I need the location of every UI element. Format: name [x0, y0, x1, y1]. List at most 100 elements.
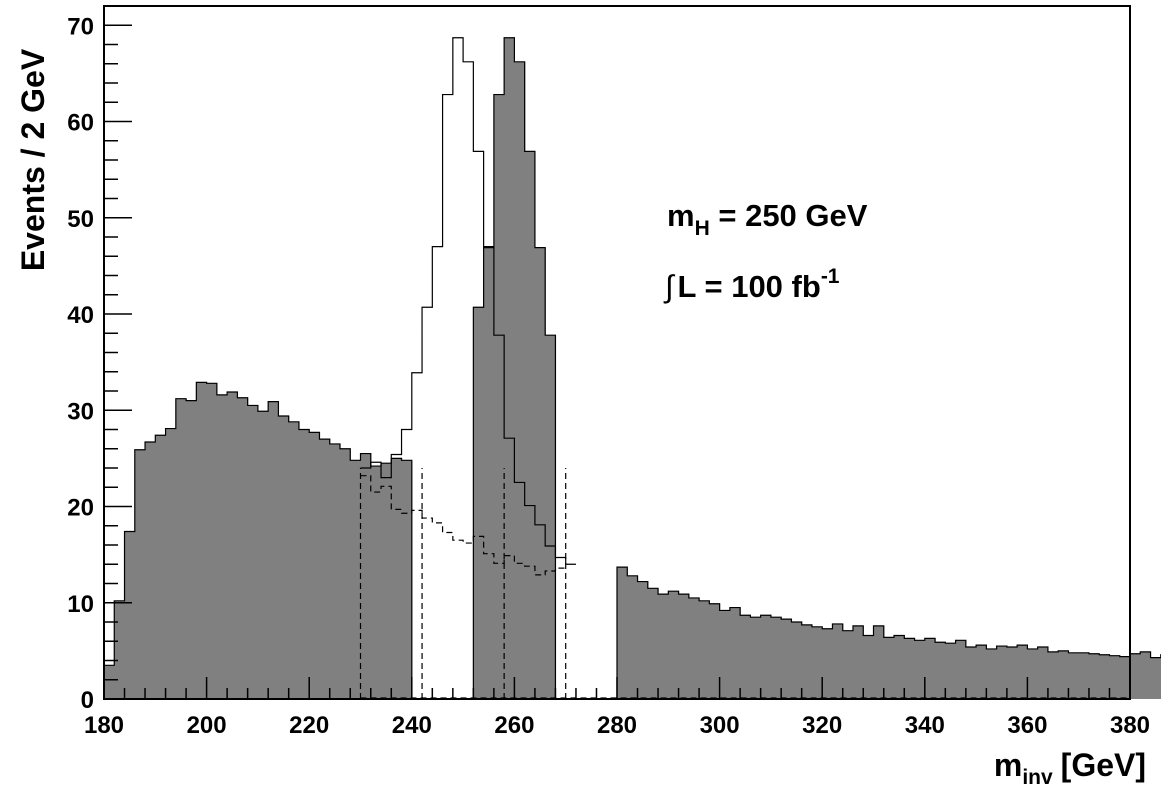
histogram-bin: [545, 335, 557, 699]
histogram-bin: [863, 635, 875, 699]
histogram-bin: [811, 626, 823, 699]
x-axis-title: minv [GeV]: [994, 747, 1146, 785]
histogram-layer: [103, 37, 1161, 700]
y-tick-label: 40: [67, 302, 94, 329]
histogram-bin: [1027, 648, 1039, 699]
histogram-bin: [227, 391, 238, 699]
histogram-bin: [288, 421, 300, 699]
histogram-bin: [381, 463, 392, 699]
histogram-bin: [627, 575, 639, 699]
histogram-bin: [1047, 651, 1059, 699]
histogram-bin: [309, 432, 321, 699]
histogram-bin: [114, 600, 126, 699]
histogram-bin: [1150, 657, 1161, 699]
histogram-bin: [1119, 656, 1131, 699]
histogram-bin: [350, 460, 362, 699]
histogram-bin: [1140, 651, 1152, 699]
histogram-bin: [740, 615, 751, 699]
histogram-bin: [237, 397, 249, 699]
histogram-bin: [483, 246, 495, 699]
histogram-bin: [822, 628, 834, 699]
histogram-bin: [1068, 652, 1080, 699]
histogram-bin: [842, 630, 854, 699]
histogram-bin: [247, 405, 259, 699]
histogram-bin: [257, 411, 269, 699]
signal-plus-background-line: [360, 37, 576, 565]
y-tick-label: 30: [67, 398, 94, 425]
histogram-bin: [391, 458, 403, 699]
x-tick-label: 300: [700, 712, 740, 739]
histogram-bin: [145, 442, 156, 699]
histogram-bin: [924, 638, 936, 699]
histogram-bin: [134, 449, 146, 699]
histogram-bin: [534, 247, 546, 699]
histogram-bin: [637, 581, 649, 699]
histogram-bin: [216, 394, 228, 699]
histogram-bin: [401, 460, 413, 699]
histogram-bin: [278, 416, 290, 699]
histogram-bin: [791, 622, 803, 699]
histogram-bin: [175, 398, 187, 699]
histogram-bin: [196, 382, 208, 699]
x-tick-label: 320: [802, 712, 842, 739]
histogram-bin: [339, 448, 351, 699]
histogram-bin: [104, 665, 115, 699]
histogram-bin: [729, 607, 741, 699]
histogram-bin: [647, 588, 659, 699]
y-tick-label: 50: [67, 206, 94, 233]
histogram-bin: [986, 648, 998, 699]
histogram-bin: [873, 625, 885, 699]
x-tick-label: 280: [597, 712, 637, 739]
histogram-bin: [719, 610, 731, 699]
histogram-bin: [165, 428, 177, 699]
histogram-bin: [298, 429, 310, 699]
histogram-bin: [524, 151, 536, 699]
y-tick-label: 10: [67, 591, 94, 618]
histogram-bin: [504, 37, 515, 699]
histogram-bin: [955, 640, 967, 699]
y-tick-label: 60: [67, 110, 94, 137]
histogram-bin: [1078, 652, 1090, 699]
luminosity-annotation: ∫ L = 100 fb-1: [663, 265, 840, 304]
histogram-bin: [668, 591, 680, 699]
histogram-bin: [493, 94, 505, 700]
histogram-bin: [514, 61, 526, 699]
histogram-bin: [832, 623, 844, 699]
histogram-bin: [1006, 647, 1018, 699]
histogram-bin: [1130, 653, 1141, 699]
histogram-bin: [996, 646, 1008, 699]
histogram-bin: [186, 400, 197, 699]
histogram-bin: [945, 643, 957, 699]
histogram-bin: [688, 597, 700, 699]
filled-histogram-outline: [103, 37, 1161, 699]
histogram-bin: [360, 453, 372, 699]
histogram-bin: [617, 567, 628, 699]
histogram-bin: [1099, 654, 1111, 699]
histogram-bin: [1058, 650, 1070, 699]
histogram-bin: [935, 642, 946, 699]
histogram-bin: [852, 625, 864, 699]
x-tick-label: 220: [289, 712, 329, 739]
histogram-bin: [678, 594, 690, 699]
histogram-bin: [319, 439, 331, 699]
histogram-bin: [1037, 647, 1049, 699]
histogram-bin: [914, 640, 926, 699]
y-axis-title: Events / 2 GeV: [15, 48, 51, 271]
y-tick-label: 20: [67, 495, 94, 522]
background-dashed-line: [360, 475, 566, 576]
x-tick-label: 360: [1007, 712, 1047, 739]
histogram-bin: [976, 645, 987, 699]
histogram-bin: [709, 603, 721, 699]
higgs-mass-annotation: mH = 250 GeV: [667, 198, 868, 240]
histogram-bin: [965, 647, 977, 699]
histogram-bin: [883, 637, 895, 699]
y-tick-label: 0: [81, 687, 94, 714]
x-tick-label: 240: [392, 712, 432, 739]
x-tick-label: 340: [905, 712, 945, 739]
histogram-bin: [894, 635, 905, 699]
histogram-bin: [1109, 655, 1121, 699]
histogram-bin: [329, 443, 341, 699]
x-tick-label: 180: [84, 712, 124, 739]
histogram-bin: [658, 594, 669, 699]
tick-labels: 180 200 220 240 260 280 300 320 340 360 380 0 10 20 30…: [67, 13, 1150, 739]
